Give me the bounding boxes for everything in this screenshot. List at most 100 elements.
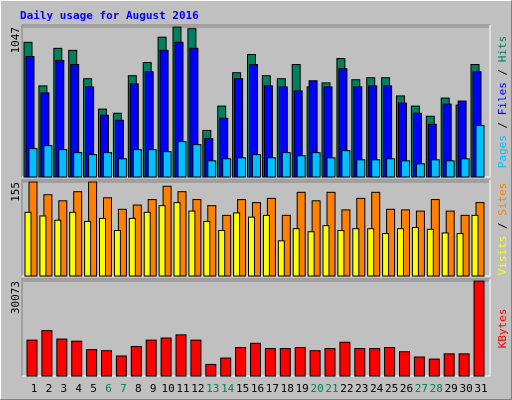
legend: Pages / Files / Hits bbox=[496, 36, 509, 169]
legend-entry: Files bbox=[496, 82, 509, 115]
bar bbox=[220, 357, 232, 377]
bar bbox=[460, 158, 470, 178]
bar bbox=[160, 337, 172, 377]
plot-bevel bbox=[21, 179, 490, 276]
bar bbox=[352, 228, 360, 277]
bar bbox=[384, 347, 396, 377]
x-tick-label: 8 bbox=[135, 382, 142, 395]
bar bbox=[292, 228, 300, 277]
bar bbox=[207, 160, 217, 178]
bar bbox=[367, 228, 375, 277]
bar bbox=[84, 220, 92, 277]
bar bbox=[369, 348, 381, 377]
bar bbox=[24, 211, 32, 277]
x-tick-label: 31 bbox=[474, 382, 487, 395]
bar bbox=[158, 205, 166, 277]
x-tick-label: 29 bbox=[445, 382, 458, 395]
legend-entry: KBytes bbox=[496, 309, 509, 349]
x-tick-label: 25 bbox=[385, 382, 398, 395]
plot-bevel bbox=[21, 278, 490, 376]
bar bbox=[415, 163, 425, 178]
bar bbox=[99, 217, 106, 277]
x-tick-label: 12 bbox=[191, 382, 204, 395]
bar bbox=[252, 154, 261, 178]
x-tick-label: 27 bbox=[415, 382, 428, 395]
bar bbox=[86, 349, 98, 377]
bar bbox=[445, 160, 455, 178]
y-tick-label: 1047 bbox=[9, 27, 22, 54]
x-tick-label: 17 bbox=[266, 382, 279, 395]
bar bbox=[190, 339, 202, 377]
bar bbox=[218, 230, 226, 277]
bar bbox=[115, 355, 127, 377]
x-tick-label: 21 bbox=[325, 382, 338, 395]
bar bbox=[173, 202, 181, 277]
x-tick-label: 14 bbox=[221, 382, 235, 395]
x-tick-label: 3 bbox=[60, 382, 67, 395]
x-tick-label: 7 bbox=[120, 382, 127, 395]
bar bbox=[69, 211, 77, 277]
bar bbox=[145, 339, 157, 377]
bar bbox=[128, 217, 136, 277]
bar bbox=[147, 149, 157, 178]
legend: Visits / Sites bbox=[496, 183, 509, 276]
x-tick-label: 13 bbox=[206, 382, 219, 395]
x-tick-label: 2 bbox=[46, 382, 53, 395]
legend-separator: / bbox=[496, 62, 509, 82]
bar bbox=[471, 214, 479, 277]
bar bbox=[54, 219, 62, 277]
bar bbox=[117, 158, 127, 178]
bar bbox=[39, 215, 47, 277]
bar bbox=[58, 149, 68, 178]
y-tick-label: 155 bbox=[9, 182, 22, 202]
bar bbox=[175, 334, 187, 377]
bar bbox=[281, 152, 291, 178]
legend-entry: Sites bbox=[496, 183, 509, 216]
x-tick-label: 20 bbox=[310, 382, 323, 395]
bar bbox=[294, 347, 306, 377]
bar bbox=[113, 230, 121, 277]
bar bbox=[262, 214, 270, 277]
bar bbox=[143, 211, 151, 277]
x-tick-label: 9 bbox=[150, 382, 157, 395]
bar bbox=[341, 150, 351, 178]
bar bbox=[441, 232, 449, 277]
x-tick-label: 5 bbox=[90, 382, 97, 395]
bar bbox=[203, 220, 211, 277]
bar bbox=[71, 340, 83, 377]
x-tick-label: 24 bbox=[370, 382, 384, 395]
x-tick-label: 10 bbox=[161, 382, 174, 395]
bar bbox=[430, 159, 440, 178]
bar bbox=[386, 158, 396, 178]
bar bbox=[237, 157, 247, 178]
bar bbox=[473, 280, 485, 377]
x-tick-label: 6 bbox=[105, 382, 112, 395]
x-tick-label: 30 bbox=[459, 382, 472, 395]
legend-entry: Pages bbox=[496, 135, 509, 168]
bar bbox=[41, 330, 53, 377]
legend-separator: / bbox=[496, 216, 509, 236]
bar bbox=[26, 339, 38, 377]
bar bbox=[88, 154, 98, 178]
bar bbox=[307, 231, 315, 277]
bar bbox=[411, 226, 419, 277]
plot-bevel bbox=[21, 24, 490, 177]
bar bbox=[103, 152, 112, 178]
x-tick-label: 11 bbox=[176, 382, 189, 395]
x-tick-label: 28 bbox=[430, 382, 443, 395]
bar bbox=[266, 157, 276, 178]
bar bbox=[73, 152, 83, 178]
bar bbox=[322, 225, 330, 277]
bar bbox=[250, 342, 261, 377]
x-tick-label: 1 bbox=[31, 382, 38, 395]
bar bbox=[428, 358, 440, 377]
bar bbox=[277, 240, 285, 277]
legend-entry: Visits bbox=[496, 236, 509, 276]
bar bbox=[397, 228, 404, 277]
bar bbox=[101, 350, 112, 377]
bar bbox=[235, 347, 247, 377]
bar bbox=[130, 345, 142, 377]
bar bbox=[426, 228, 434, 277]
x-tick-label: 4 bbox=[75, 382, 82, 395]
